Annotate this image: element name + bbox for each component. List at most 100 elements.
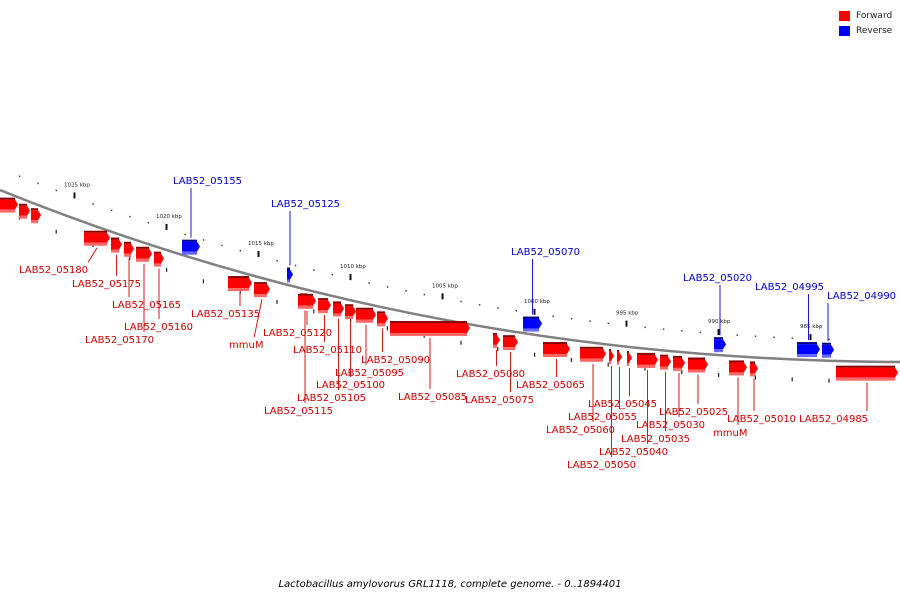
minor-tick-dot [736, 334, 738, 336]
scale-ticks: 1025 kbp 1020 kbp 1015 kbp 1010 kbp 1005 kbp… [18, 175, 830, 383]
lower-tick-mark [55, 229, 57, 234]
gene-block [797, 342, 820, 358]
lower-tick-mark [681, 370, 683, 375]
minor-tick-dot [405, 290, 407, 292]
gene-label: LAB52_05175 [72, 279, 141, 290]
gene-block [136, 246, 152, 262]
minor-tick-dot [37, 182, 39, 185]
minor-tick-dot [699, 331, 702, 334]
forward-swatch-icon [839, 11, 850, 21]
minor-tick-dot [644, 326, 646, 329]
scale-tick-label: 995 kbp [616, 311, 639, 317]
gene-block [182, 239, 200, 255]
lower-tick-mark [202, 279, 204, 284]
gene-label: LAB52_05060 [546, 425, 615, 436]
gene-block [19, 203, 30, 219]
gene-block [254, 282, 270, 298]
gene-label: LAB52_05070 [511, 247, 580, 258]
gene-label: LAB52_05110 [293, 345, 362, 356]
reverse-swatch-icon [839, 26, 850, 36]
gene-label: LAB52_05115 [264, 406, 333, 417]
gene-block [228, 276, 252, 292]
gene-block [543, 342, 570, 358]
gene-label: mmuM [713, 428, 747, 439]
lower-tick-mark [386, 326, 388, 331]
gene-block [377, 311, 388, 327]
minor-tick-dot [184, 233, 186, 236]
gene-block [609, 349, 614, 365]
minor-tick-dot [18, 175, 21, 178]
gene-label: LAB52_05030 [636, 420, 705, 431]
minor-tick-dot [773, 336, 775, 338]
gene-label: LAB52_04990 [827, 291, 896, 302]
gene-block [300, 293, 310, 309]
minor-tick-dot [110, 209, 113, 212]
major-tick-mark [533, 308, 536, 315]
gene-block [523, 316, 542, 332]
minor-tick-dot [368, 282, 370, 284]
lower-tick-mark [607, 362, 609, 367]
gene-label: mmuM [229, 340, 263, 351]
gene-label: LAB52_05120 [263, 328, 332, 339]
minor-tick-dot [239, 249, 242, 252]
minor-tick-dot [276, 259, 278, 262]
minor-tick-dot [607, 322, 610, 325]
minor-tick-dot [294, 264, 297, 267]
lower-tick-mark [166, 267, 168, 272]
lower-tick-mark [350, 318, 352, 323]
legend-reverse-label: Reverse [856, 26, 893, 36]
legend-forward: Forward [839, 10, 892, 22]
minor-tick-dot [55, 189, 58, 192]
gene-block [318, 298, 331, 314]
minor-tick-dot [552, 315, 554, 317]
gene-block [822, 342, 834, 358]
minor-tick-dot [828, 338, 830, 341]
gene-label: LAB52_05170 [85, 335, 154, 346]
gene-block [124, 241, 134, 257]
gene-block [356, 307, 376, 323]
legend-reverse: Reverse [839, 25, 892, 37]
major-tick-mark [809, 334, 812, 341]
gene-label: LAB52_04985 [799, 414, 868, 425]
lower-tick-mark [497, 347, 499, 352]
lower-tick-mark [276, 299, 278, 304]
gene-label: LAB52_05090 [361, 355, 430, 366]
gene-block [31, 208, 41, 224]
gene-block [154, 251, 164, 267]
gene-block [345, 304, 356, 320]
gene-label: LAB52_05135 [191, 309, 260, 320]
minor-tick-dot [92, 203, 94, 205]
genome-caption: Lactobacillus amylovorus GRL1118, comple… [278, 579, 622, 590]
gene-label: LAB52_05160 [124, 322, 193, 333]
gene-block [580, 346, 606, 362]
gene-label: LAB52_05040 [599, 447, 668, 458]
gene-label: LAB52_05180 [19, 265, 88, 276]
gene-block [836, 365, 898, 381]
minor-tick-dot [313, 269, 315, 271]
label-connector [87, 247, 98, 263]
gene-label: LAB52_05075 [465, 395, 534, 406]
gene-block [627, 351, 632, 367]
gene-label: LAB52_05105 [297, 393, 366, 404]
gene-label: LAB52_05050 [567, 460, 636, 471]
minor-tick-dot [129, 215, 131, 218]
label-connectors [87, 188, 868, 457]
gene-label: LAB52_05155 [173, 176, 242, 187]
minor-tick-dot [423, 293, 426, 296]
minor-tick-dot [589, 320, 591, 322]
gene-block [660, 354, 671, 370]
major-tick-mark [441, 293, 444, 300]
gene-block [493, 332, 500, 348]
gene-label: LAB52_05010 [727, 414, 796, 425]
gene-block [637, 352, 658, 368]
minor-tick-dot [754, 335, 757, 337]
gene-label: LAB52_05065 [516, 380, 585, 391]
lower-tick-mark [754, 375, 756, 380]
major-tick-mark [625, 320, 628, 327]
lower-tick-mark [791, 377, 793, 382]
major-tick-mark [73, 192, 76, 199]
minor-tick-dot [497, 307, 499, 309]
gene-block [333, 301, 344, 317]
lower-tick-mark [828, 378, 830, 383]
